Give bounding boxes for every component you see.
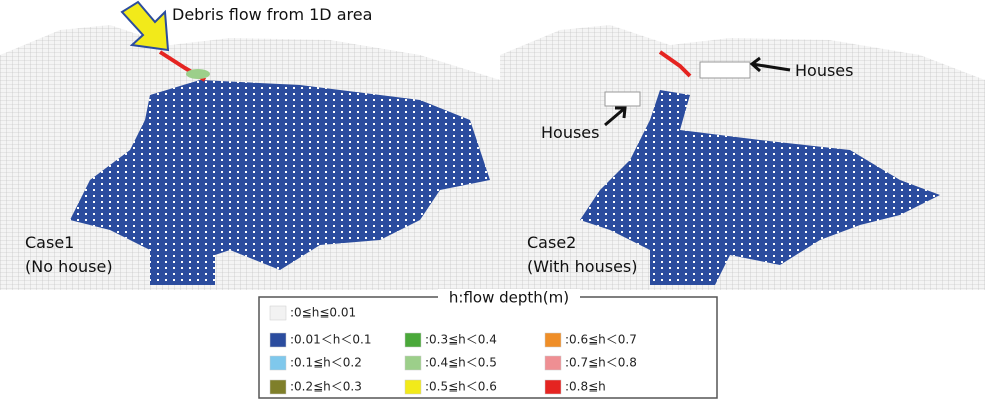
legend-swatch bbox=[405, 356, 421, 370]
case-label: Case1 bbox=[25, 233, 74, 252]
legend-label: :0.1≦h＜0.2 bbox=[290, 356, 362, 370]
legend-label: :0.01＜h＜0.1 bbox=[290, 333, 371, 347]
panel-case1: Debris flow from 1D area Case1 (No house… bbox=[0, 2, 500, 290]
legend-swatch bbox=[270, 356, 286, 370]
legend: h:flow depth(m) :0≦h≦0.01 :0.01＜h＜0.1 :0.1… bbox=[259, 289, 717, 399]
panel-case2: Houses Houses Case2 (With houses) bbox=[500, 25, 985, 290]
legend-label: :0.7≦h＜0.8 bbox=[565, 356, 637, 370]
legend-swatch bbox=[405, 333, 421, 347]
legend-label: :0≦h≦0.01 bbox=[290, 306, 356, 320]
annotation: Houses bbox=[795, 61, 853, 80]
case-description: (With houses) bbox=[527, 257, 637, 276]
legend-swatch bbox=[270, 306, 286, 320]
legend-swatch bbox=[405, 380, 421, 394]
deposit bbox=[186, 69, 210, 79]
houses bbox=[605, 92, 640, 106]
legend-label: :0.6≦h＜0.7 bbox=[565, 333, 637, 347]
annotation: Debris flow from 1D area bbox=[172, 5, 372, 24]
houses bbox=[700, 62, 750, 78]
legend-label: :0.3≦h＜0.4 bbox=[425, 333, 497, 347]
case-description: (No house) bbox=[25, 257, 113, 276]
legend-label: :0.5≦h＜0.6 bbox=[425, 380, 497, 394]
legend-swatch bbox=[545, 356, 561, 370]
legend-label: :0.8≦h bbox=[565, 380, 606, 394]
figure: Debris flow from 1D area Case1 (No house… bbox=[0, 0, 985, 401]
legend-swatch bbox=[270, 380, 286, 394]
case-label: Case2 bbox=[527, 233, 576, 252]
legend-swatch bbox=[270, 333, 286, 347]
legend-label: :0.4≦h＜0.5 bbox=[425, 356, 497, 370]
legend-label: :0.2≦h＜0.3 bbox=[290, 380, 362, 394]
legend-title: h:flow depth(m) bbox=[449, 289, 569, 307]
annotation: Houses bbox=[541, 123, 599, 142]
legend-swatch bbox=[545, 380, 561, 394]
legend-swatch bbox=[545, 333, 561, 347]
